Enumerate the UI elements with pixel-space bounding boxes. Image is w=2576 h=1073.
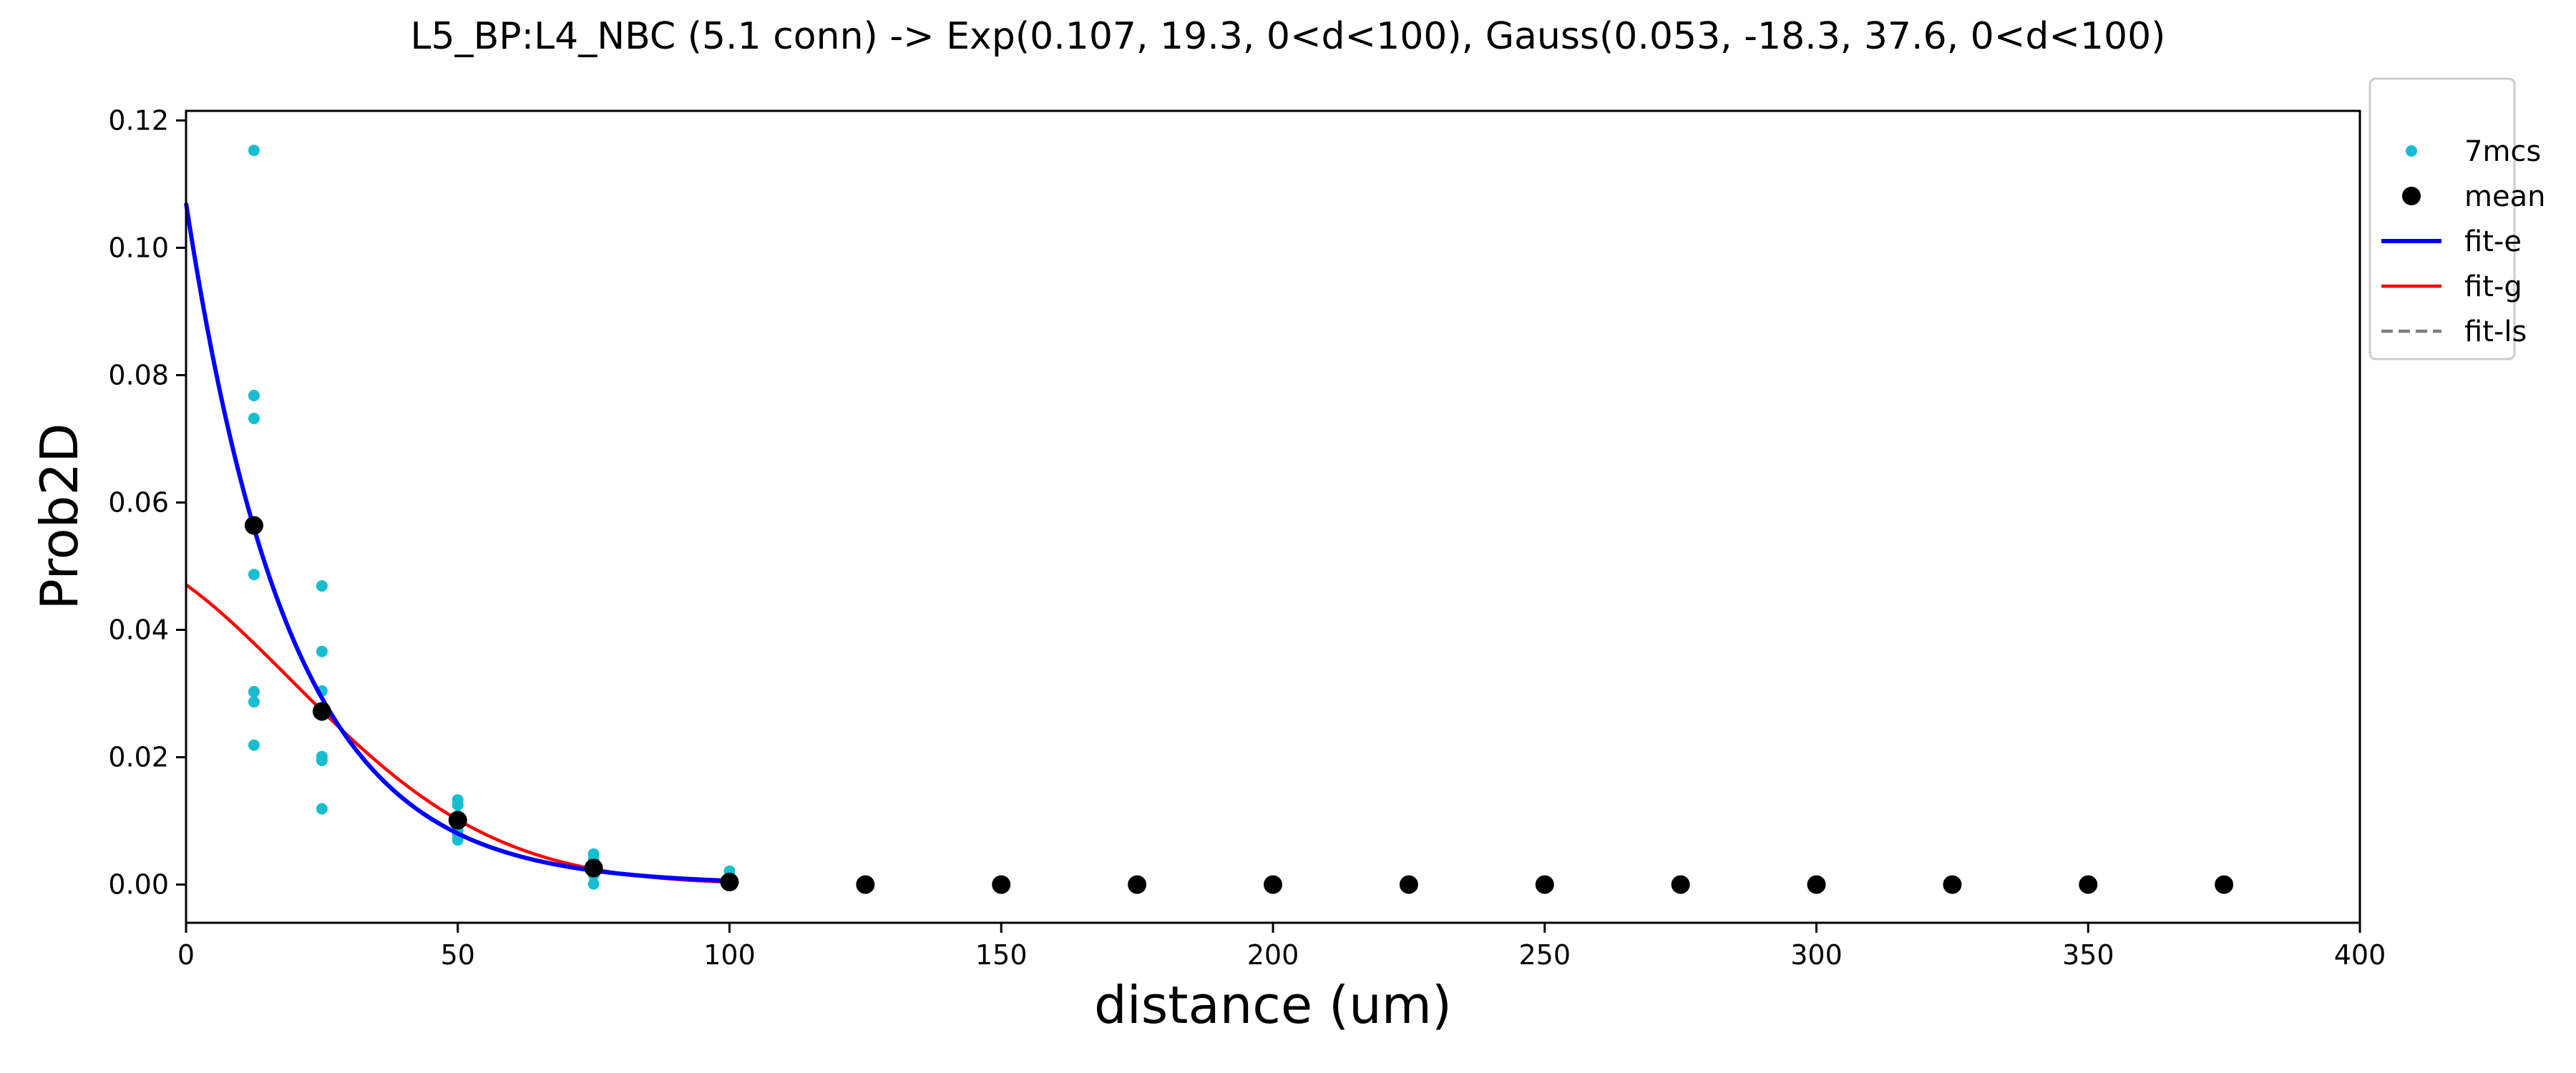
point-7mcs [248, 569, 260, 581]
y-axis-label: Prob2D [29, 423, 89, 609]
point-7mcs [248, 739, 260, 751]
point-mean [584, 858, 603, 878]
legend-label: fit-e [2464, 225, 2522, 258]
point-7mcs [248, 144, 260, 157]
point-7mcs [316, 580, 328, 592]
point-mean [2215, 875, 2234, 894]
legend-label: fit-g [2464, 270, 2522, 303]
y-tick-label: 0.08 [108, 359, 169, 391]
point-mean [448, 810, 467, 830]
legend-frame [2368, 77, 2516, 361]
point-7mcs [316, 755, 328, 766]
point-mean [1807, 875, 1826, 894]
point-mean [1399, 875, 1418, 894]
x-tick-label: 350 [2062, 939, 2114, 971]
point-7mcs [248, 696, 260, 708]
y-tick-label: 0.00 [108, 869, 169, 901]
point-mean [720, 873, 739, 892]
x-tick-label: 150 [975, 939, 1028, 971]
x-tick-label: 0 [177, 939, 195, 971]
line-fit-e [184, 202, 730, 883]
x-tick-label: 400 [2334, 939, 2386, 971]
point-7mcs [248, 389, 260, 401]
x-axis-label: distance (um) [1094, 975, 1452, 1035]
y-tick-label: 0.02 [108, 742, 169, 773]
legend-label: fit-ls [2464, 315, 2527, 348]
point-mean [1943, 875, 1962, 894]
legend-marker-mean [2402, 187, 2421, 205]
point-mean [1264, 875, 1282, 894]
chart-marks [184, 144, 2234, 894]
x-tick-label: 100 [703, 939, 756, 971]
point-mean [1671, 875, 1690, 894]
x-tick-label: 250 [1518, 939, 1571, 971]
legend: 7mcs mean fit-e fit-g fit-ls [2368, 77, 2545, 361]
plot-frame [185, 109, 2361, 924]
x-tick-label: 300 [1790, 939, 1843, 971]
point-mean [992, 875, 1011, 894]
point-7mcs [248, 685, 260, 697]
point-7mcs [452, 799, 464, 811]
point-7mcs [248, 412, 260, 424]
point-7mcs [587, 878, 600, 890]
point-mean [312, 702, 331, 721]
point-mean [1128, 875, 1147, 894]
y-tick-label: 0.10 [108, 232, 169, 263]
y-tick-label: 0.04 [108, 614, 169, 646]
chart-title: L5_BP:L4_NBC (5.1 conn) -> Exp(0.107, 19… [411, 15, 2166, 58]
point-mean [1535, 875, 1554, 894]
point-7mcs [316, 803, 328, 815]
legend-marker-7mcs [2406, 145, 2417, 157]
plot-area [184, 109, 2361, 924]
y-tick-label: 0.12 [108, 104, 169, 136]
y-axis: 0.00 0.02 0.04 0.06 0.08 0.10 0.12 [108, 104, 186, 901]
point-mean [2079, 875, 2098, 894]
legend-label: mean [2464, 180, 2545, 213]
point-mean [856, 875, 875, 894]
point-mean [244, 516, 263, 535]
y-tick-label: 0.06 [108, 486, 169, 518]
x-tick-label: 200 [1247, 939, 1299, 971]
legend-label: 7mcs [2464, 135, 2541, 168]
x-tick-label: 50 [441, 939, 475, 971]
point-7mcs [316, 645, 328, 657]
x-axis: 0 50 100 150 200 250 300 350 400 [177, 923, 2386, 971]
